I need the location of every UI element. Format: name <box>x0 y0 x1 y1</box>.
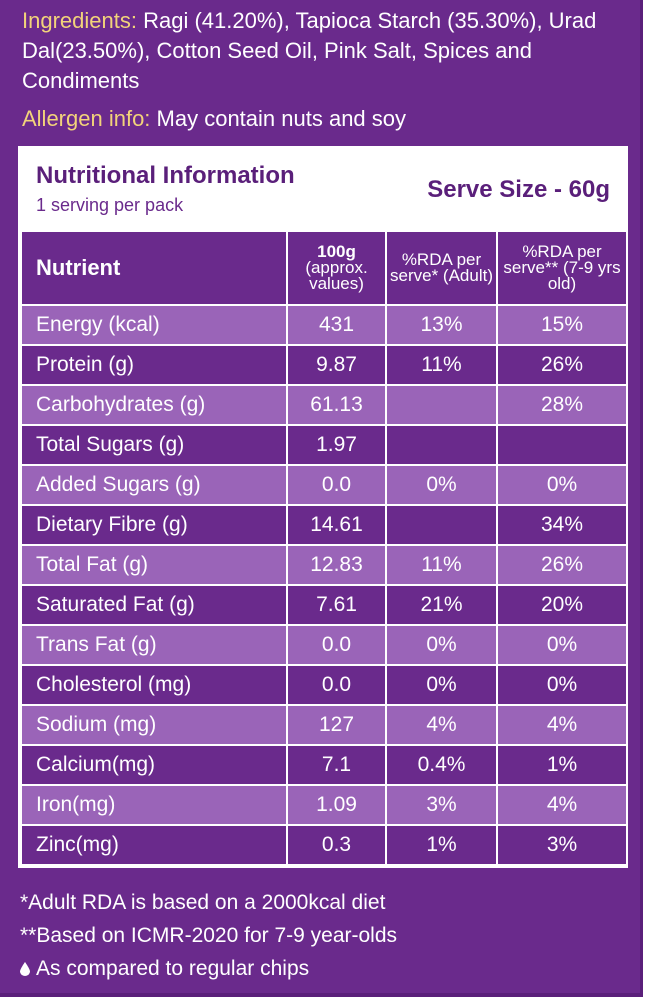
rda-adult-cell: 11% <box>385 544 498 586</box>
nutrient-name-cell: Dietary Fibre (g) <box>20 504 288 546</box>
nutrition-title: Nutritional Information <box>36 162 295 189</box>
rda-adult-cell: 0% <box>385 464 498 506</box>
nutrient-name-cell: Sodium (mg) <box>20 704 288 746</box>
table-row: Iron(mg) 1.09 3% 4% <box>20 784 628 826</box>
header-100g-bold: 100g <box>317 242 356 261</box>
rda-adult-cell: 3% <box>385 784 498 826</box>
header-rda-adult: %RDA per serve* (Adult) <box>385 230 498 306</box>
rda-child-cell: 15% <box>496 304 628 346</box>
rda-adult-cell <box>385 504 498 546</box>
nutrient-name-cell: Total Fat (g) <box>20 544 288 586</box>
nutrient-name-cell: Cholesterol (mg) <box>20 664 288 706</box>
rda-child-cell: 3% <box>496 824 628 866</box>
nutrition-table: Nutrient 100g (approx. values) %RDA per s… <box>20 230 628 866</box>
nutrition-rows: Energy (kcal) 431 13% 15% Protein (g) 9.87 11%… <box>20 304 628 866</box>
rda-adult-cell: 11% <box>385 344 498 386</box>
table-row: Energy (kcal) 431 13% 15% <box>20 304 628 346</box>
nutrition-subtitle: 1 serving per pack <box>36 195 184 215</box>
value-100g-cell: 7.61 <box>286 584 387 626</box>
footnote-chips-text: As compared to regular chips <box>36 957 310 980</box>
value-100g-cell: 12.83 <box>286 544 387 586</box>
nutrient-name-cell: Zinc(mg) <box>20 824 288 866</box>
allergen-value: May contain nuts and soy <box>150 106 407 131</box>
ingredients-list: Ragi (41.20%), Tapioca Starch (35.30%), … <box>22 8 597 93</box>
value-100g-cell: 61.13 <box>286 384 387 426</box>
rda-child-cell: 0% <box>496 624 628 666</box>
rda-child-cell: 26% <box>496 344 628 386</box>
nutrient-name-cell: Calcium(mg) <box>20 744 288 786</box>
allergen-text: Allergen info: May contain nuts and soy <box>22 104 622 134</box>
rda-child-cell <box>496 424 628 466</box>
table-row: Zinc(mg) 0.3 1% 3% <box>20 824 628 866</box>
table-row: Dietary Fibre (g) 14.61 34% <box>20 504 628 546</box>
value-100g-cell: 0.3 <box>286 824 387 866</box>
nutrition-header: Nutritional Information 1 serving per pa… <box>20 148 626 230</box>
nutrient-name-cell: Protein (g) <box>20 344 288 386</box>
nutrient-name-cell: Total Sugars (g) <box>20 424 288 466</box>
nutrient-name-cell: Added Sugars (g) <box>20 464 288 506</box>
footer-notes: *Adult RDA is based on a 2000kcal diet *… <box>20 886 630 985</box>
drop-icon <box>20 962 30 976</box>
footnote-child: **Based on ICMR-2020 for 7-9 year-olds <box>20 924 398 947</box>
value-100g-cell: 14.61 <box>286 504 387 546</box>
value-100g-cell: 7.1 <box>286 744 387 786</box>
value-100g-cell: 0.0 <box>286 464 387 506</box>
footnote-adult: *Adult RDA is based on a 2000kcal diet <box>20 891 386 914</box>
nutrient-name-cell: Saturated Fat (g) <box>20 584 288 626</box>
rda-child-cell: 4% <box>496 704 628 746</box>
value-100g-cell: 0.0 <box>286 664 387 706</box>
table-row: Total Sugars (g) 1.97 <box>20 424 628 466</box>
serve-size: Serve Size - 60g <box>427 176 610 203</box>
rda-child-cell: 28% <box>496 384 628 426</box>
rda-child-cell: 1% <box>496 744 628 786</box>
footnote-chips: As compared to regular chips <box>20 952 630 985</box>
allergen-label: Allergen info: <box>22 106 151 131</box>
rda-adult-cell: 4% <box>385 704 498 746</box>
rda-adult-cell: 0.4% <box>385 744 498 786</box>
table-row: Added Sugars (g) 0.0 0% 0% <box>20 464 628 506</box>
rda-adult-cell: 0% <box>385 624 498 666</box>
table-row: Saturated Fat (g) 7.61 21% 20% <box>20 584 628 626</box>
nutrient-name-cell: Iron(mg) <box>20 784 288 826</box>
rda-adult-cell: 21% <box>385 584 498 626</box>
value-100g-cell: 1.09 <box>286 784 387 826</box>
nutrition-table-box: Nutritional Information 1 serving per pa… <box>18 146 628 868</box>
ingredients-label: Ingredients: <box>22 8 137 33</box>
header-100g-rest: (approx. values) <box>305 258 368 293</box>
rda-child-cell: 20% <box>496 584 628 626</box>
rda-child-cell: 0% <box>496 464 628 506</box>
rda-child-cell: 34% <box>496 504 628 546</box>
table-row: Carbohydrates (g) 61.13 28% <box>20 384 628 426</box>
nutrient-name-cell: Carbohydrates (g) <box>20 384 288 426</box>
rda-adult-cell <box>385 424 498 466</box>
rda-adult-cell: 0% <box>385 664 498 706</box>
value-100g-cell: 431 <box>286 304 387 346</box>
table-row: Trans Fat (g) 0.0 0% 0% <box>20 624 628 666</box>
nutrient-name-cell: Energy (kcal) <box>20 304 288 346</box>
table-row: Protein (g) 9.87 11% 26% <box>20 344 628 386</box>
table-row: Calcium(mg) 7.1 0.4% 1% <box>20 744 628 786</box>
value-100g-cell: 127 <box>286 704 387 746</box>
table-header-row: Nutrient 100g (approx. values) %RDA per s… <box>20 230 628 306</box>
header-100g: 100g (approx. values) <box>286 230 387 306</box>
nutrient-name-cell: Trans Fat (g) <box>20 624 288 666</box>
rda-adult-cell: 13% <box>385 304 498 346</box>
rda-child-cell: 26% <box>496 544 628 586</box>
header-nutrient: Nutrient <box>20 230 288 306</box>
ingredients-text: Ingredients: Ragi (41.20%), Tapioca Star… <box>22 6 622 96</box>
table-row: Cholesterol (mg) 0.0 0% 0% <box>20 664 628 706</box>
table-row: Sodium (mg) 127 4% 4% <box>20 704 628 746</box>
rda-child-cell: 4% <box>496 784 628 826</box>
rda-adult-cell: 1% <box>385 824 498 866</box>
rda-child-cell: 0% <box>496 664 628 706</box>
table-row: Total Fat (g) 12.83 11% 26% <box>20 544 628 586</box>
value-100g-cell: 9.87 <box>286 344 387 386</box>
value-100g-cell: 1.97 <box>286 424 387 466</box>
rda-adult-cell <box>385 384 498 426</box>
header-rda-child: %RDA per serve** (7-9 yrs old) <box>496 230 628 306</box>
value-100g-cell: 0.0 <box>286 624 387 666</box>
